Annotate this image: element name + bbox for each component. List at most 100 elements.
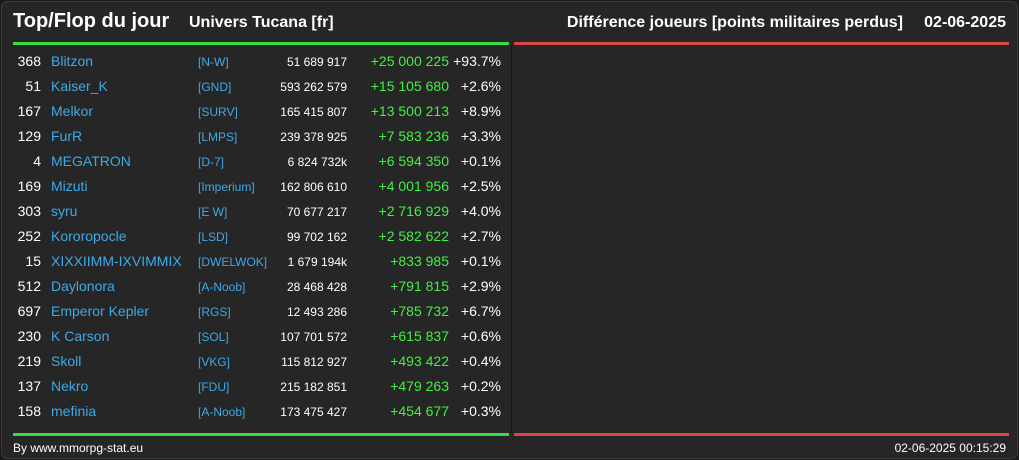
table-row: 368 Blitzon [N-W] 51 689 917 +25 000 225 +93.… (13, 50, 509, 75)
alliance-tag-link[interactable]: [VKG] (198, 355, 231, 369)
player-rank: 158 (17, 403, 41, 419)
points-difference: +6 594 350 (378, 153, 449, 169)
player-points: 70 677 217 (286, 205, 347, 219)
player-name-link[interactable]: FurR (51, 128, 83, 144)
player-rank: 15 (25, 253, 41, 269)
percent-change: +2.7% (460, 228, 501, 244)
player-points: 107 701 572 (280, 330, 347, 344)
points-difference: +454 677 (390, 403, 449, 419)
player-points: 115 812 927 (281, 355, 347, 369)
alliance-tag-link[interactable]: [A-Noob] (198, 405, 246, 419)
alliance-tag-link[interactable]: [LSD] (198, 230, 229, 244)
table-row: 15 XIXXIIMM-IXVIMMIX [DWELWOK] 1 679 194k +8… (13, 250, 509, 275)
points-difference: +479 263 (390, 378, 449, 394)
percent-change: +3.3% (460, 128, 501, 144)
player-name-link[interactable]: Daylonora (51, 278, 115, 294)
table-row: 4 MEGATRON [D-7] 6 824 732k +6 594 350 +0.1% (13, 150, 509, 175)
player-points: 28 468 428 (286, 280, 347, 294)
percent-change: +8.9% (460, 103, 501, 119)
percent-change: +93.7% (453, 53, 501, 69)
player-name-link[interactable]: Emperor Kepler (51, 303, 150, 319)
points-difference: +4 001 956 (378, 178, 449, 194)
player-rank: 4 (33, 153, 41, 169)
source-link[interactable]: By www.mmorpg-stat.eu (13, 441, 144, 455)
alliance-tag-link[interactable]: [A-Noob] (198, 280, 246, 294)
top-bar-lower (13, 433, 509, 436)
universe-label: Univers Tucana [fr] (189, 14, 334, 31)
alliance-tag-link[interactable]: [DWELWOK] (198, 255, 268, 269)
percent-change: +0.1% (460, 153, 501, 169)
table-row: 137 Nekro [FDU] 215 182 851 +479 263 +0.2% (13, 375, 509, 400)
table-row: 158 mefinia [A-Noob] 173 475 427 +454 677 +0.… (13, 400, 509, 425)
percent-change: +2.9% (460, 278, 501, 294)
player-rank: 51 (25, 78, 41, 94)
top-bar-upper (13, 42, 509, 45)
player-points: 165 415 807 (280, 105, 347, 119)
player-name-link[interactable]: XIXXIIMM-IXVIMMIX (51, 253, 182, 269)
player-name-link[interactable]: Nekro (51, 378, 89, 394)
table-row: 219 Skoll [VKG] 115 812 927 +493 422 +0.4% (13, 350, 509, 375)
points-difference: +791 815 (390, 278, 449, 294)
table-row: 252 Kororopocle [LSD] 99 702 162 +2 582 622 +… (13, 225, 509, 250)
alliance-tag-link[interactable]: [Imperium] (198, 180, 255, 194)
player-rank: 169 (17, 178, 41, 194)
points-difference: +7 583 236 (378, 128, 449, 144)
player-name-link[interactable]: Blitzon (51, 53, 94, 69)
table-row: 169 Mizuti [Imperium] 162 806 610 +4 001 956… (13, 175, 509, 200)
player-name-link[interactable]: MEGATRON (51, 153, 131, 169)
player-rank: 219 (17, 353, 41, 369)
alliance-tag-link[interactable]: [RGS] (198, 305, 231, 319)
player-rank: 252 (17, 228, 41, 244)
points-difference: +25 000 225 (370, 53, 449, 69)
percent-change: +0.4% (460, 353, 501, 369)
player-points: 6 824 732k (287, 155, 347, 169)
percent-change: +2.5% (460, 178, 501, 194)
player-rank: 512 (17, 278, 41, 294)
table-row: 303 syru [E W] 70 677 217 +2 716 929 +4.0% (13, 200, 509, 225)
percent-change: +0.1% (460, 253, 501, 269)
points-difference: +2 582 622 (378, 228, 449, 244)
alliance-tag-link[interactable]: [LMPS] (198, 130, 238, 144)
player-points: 99 702 162 (286, 230, 347, 244)
percent-change: +4.0% (460, 203, 501, 219)
alliance-tag-link[interactable]: [SOL] (198, 330, 229, 344)
metric-label: Différence joueurs [points militaires pe… (566, 14, 903, 31)
table-row: 167 Melkor [SURV] 165 415 807 +13 500 213 +8.… (13, 100, 509, 125)
player-rank: 303 (17, 203, 41, 219)
player-points: 593 262 579 (280, 80, 347, 94)
alliance-tag-link[interactable]: [GND] (198, 80, 232, 94)
player-name-link[interactable]: K Carson (51, 328, 110, 344)
player-points: 215 182 851 (280, 380, 347, 394)
points-difference: +493 422 (390, 353, 449, 369)
alliance-tag-link[interactable]: [SURV] (198, 105, 238, 119)
player-name-link[interactable]: mefinia (51, 403, 97, 419)
player-rank: 167 (17, 103, 41, 119)
points-difference: +15 105 680 (370, 78, 449, 94)
column-divider (511, 45, 512, 433)
points-difference: +13 500 213 (370, 103, 449, 119)
player-name-link[interactable]: Mizuti (51, 178, 88, 194)
table-row: 129 FurR [LMPS] 239 378 925 +7 583 236 +3.3% (13, 125, 509, 150)
alliance-tag-link[interactable]: [D-7] (198, 155, 225, 169)
player-name-link[interactable]: Melkor (51, 103, 94, 119)
player-points: 1 679 194k (287, 255, 347, 269)
alliance-tag-link[interactable]: [E W] (198, 205, 228, 219)
player-points: 239 378 925 (280, 130, 347, 144)
player-rank: 230 (17, 328, 41, 344)
alliance-tag-link[interactable]: [N-W] (198, 55, 229, 69)
alliance-tag-link[interactable]: [FDU] (198, 380, 230, 394)
player-rank: 137 (17, 378, 41, 394)
player-rank: 697 (17, 303, 41, 319)
percent-change: +2.6% (460, 78, 501, 94)
player-name-link[interactable]: Kaiser_K (51, 78, 108, 94)
player-points: 173 475 427 (280, 405, 347, 419)
player-name-link[interactable]: syru (51, 203, 78, 219)
table-row: 230 K Carson [SOL] 107 701 572 +615 837 +0.6% (13, 325, 509, 350)
player-name-link[interactable]: Skoll (51, 353, 82, 369)
player-rank: 129 (17, 128, 41, 144)
player-points: 162 806 610 (280, 180, 347, 194)
top-players-list: 368 Blitzon [N-W] 51 689 917 +25 000 225 +93.… (13, 50, 509, 425)
player-name-link[interactable]: Kororopocle (51, 228, 127, 244)
player-points: 12 493 286 (286, 305, 347, 319)
